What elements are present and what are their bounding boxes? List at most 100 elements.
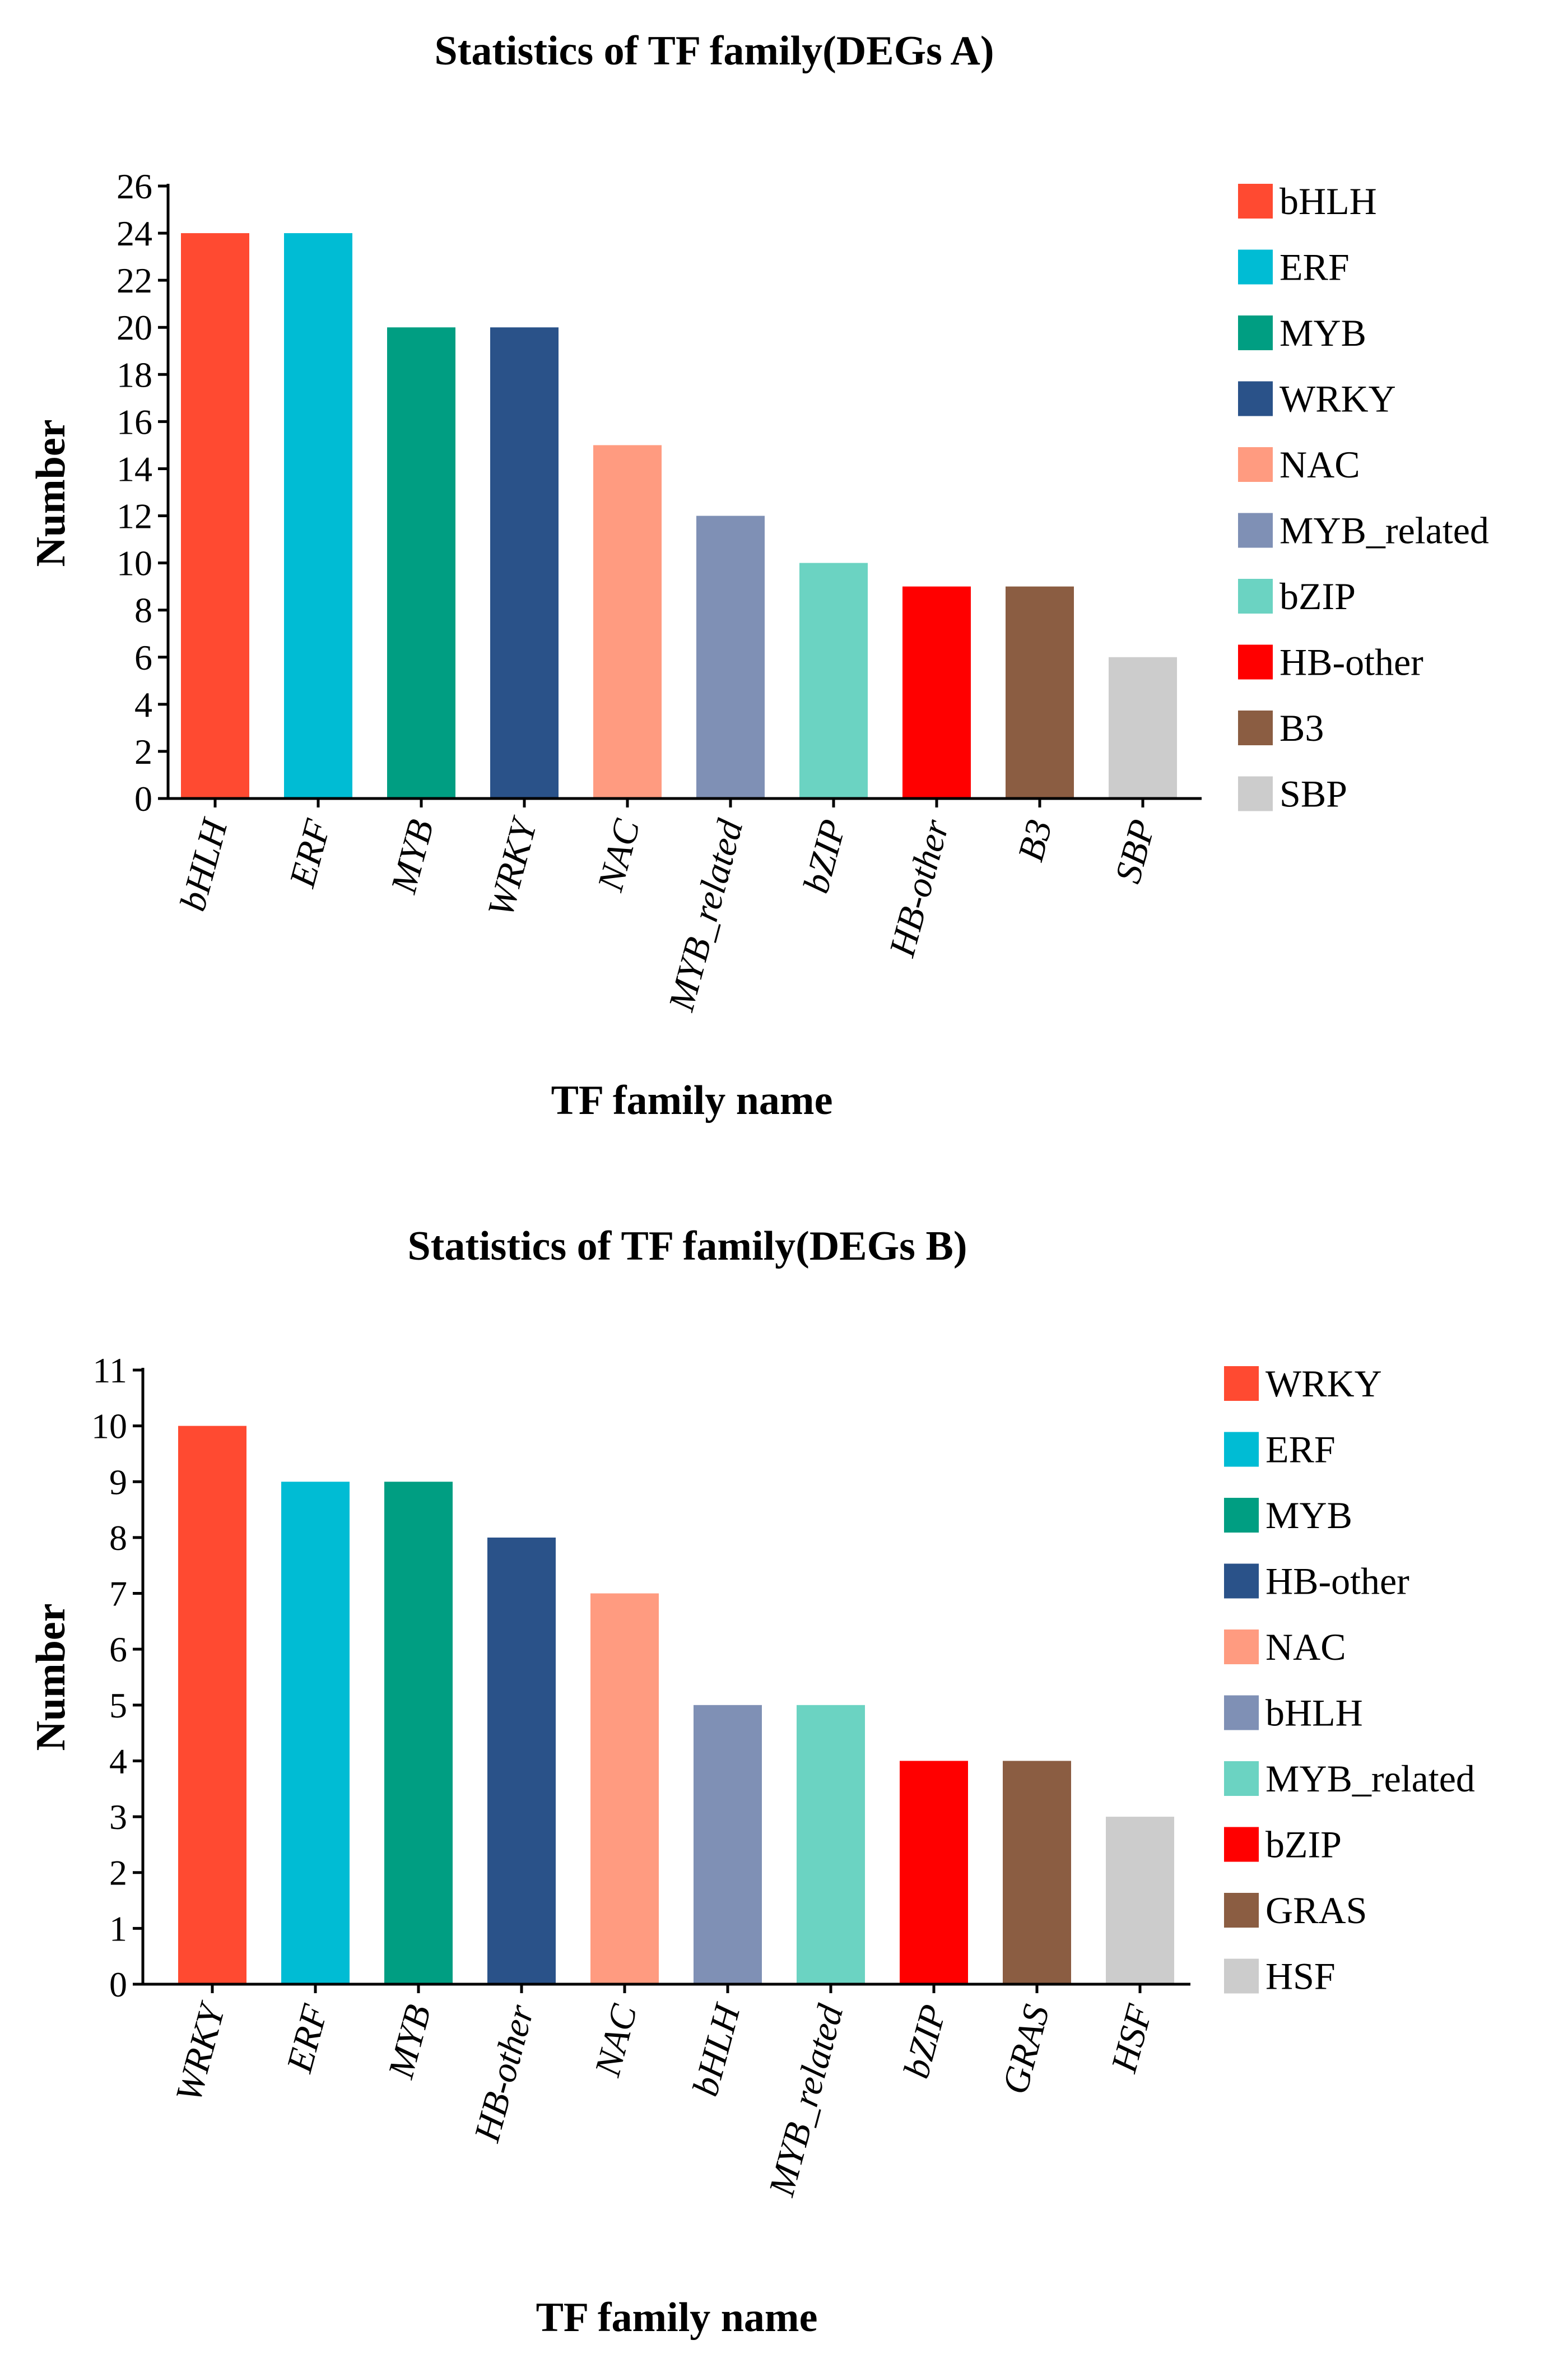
chart-b-legend-swatch — [1224, 1695, 1259, 1730]
chart-a-ytick-label: 4 — [134, 685, 152, 725]
chart-a-legend-label: ERF — [1279, 246, 1350, 289]
chart-b-xtick-label: WRKY — [167, 1997, 234, 2106]
chart-b-ytick-label: 1 — [109, 1909, 127, 1948]
chart-a-legend-label: WRKY — [1279, 378, 1396, 420]
chart-b-ytick-label: 0 — [109, 1965, 127, 2004]
chart-b-legend-swatch — [1224, 1432, 1259, 1467]
chart-a-legend-label: SBP — [1279, 773, 1347, 815]
chart-a-ytick-label: 2 — [134, 732, 152, 772]
chart-a-legend-swatch — [1238, 513, 1273, 548]
chart-a-ytick-label: 16 — [117, 402, 152, 442]
chart-b-ytick-label: 10 — [91, 1406, 127, 1446]
chart-b-legend-swatch — [1224, 1630, 1259, 1664]
chart-b-bar-bzip — [900, 1761, 968, 1984]
chart-a-ytick-label: 8 — [134, 591, 152, 630]
chart-b-xtick-label: NAC — [587, 2000, 645, 2081]
chart-a-legend-label: MYB — [1279, 312, 1366, 354]
chart-b-legend-swatch — [1224, 1827, 1259, 1862]
chart-a-ytick-label: 26 — [117, 166, 152, 206]
chart-b-legend-label: GRAS — [1265, 1889, 1367, 1932]
chart-a-xtick-label: WRKY — [480, 812, 546, 921]
chart-b-ytick-label: 3 — [109, 1797, 127, 1837]
chart-b-bar-myb-related — [797, 1705, 865, 1984]
chart-b-bar-bhlh — [694, 1705, 762, 1984]
chart-b-legend-label: bHLH — [1265, 1692, 1363, 1734]
chart-a-ytick-label: 0 — [134, 779, 152, 819]
chart-a-bar-bhlh — [181, 233, 249, 799]
chart-a-legend-swatch — [1238, 776, 1273, 811]
chart-a-ytick-label: 10 — [117, 544, 152, 583]
chart-a-legend-label: MYB_related — [1279, 509, 1489, 552]
chart-a-bar-wrky — [490, 327, 559, 799]
chart-a-legend-swatch — [1238, 315, 1273, 350]
chart-b-ytick-label: 4 — [109, 1741, 127, 1781]
chart-a-xtick-label: bZIP — [795, 815, 854, 897]
chart-b-legend-label: HSF — [1265, 1955, 1336, 1998]
chart-b-xtick-label: GRAS — [994, 2000, 1057, 2099]
chart-b-legend-swatch — [1224, 1563, 1259, 1599]
chart-b-bar-myb — [384, 1482, 453, 1984]
chart-b-xtick-label: MYB_related — [761, 2000, 851, 2200]
chart-b-plot: 0 1 2 3 4 5 6 7 8 9 10 11 WRKY ERF MYB HB-other NAC bHLH M… — [91, 1350, 1190, 2200]
chart-b-legend-label: MYB_related — [1265, 1757, 1475, 1800]
chart-a-legend-swatch — [1238, 184, 1273, 219]
chart-a-xtick-label: B3 — [1010, 815, 1060, 866]
chart-a: Statistics of TF family(DEGs A) Number T… — [28, 28, 1489, 1124]
chart-b-xtick-label: MYB — [380, 2000, 439, 2083]
chart-a-ytick-label: 12 — [117, 496, 152, 536]
chart-b-ytick-label: 11 — [92, 1350, 127, 1390]
chart-a-xtick-label: ERF — [281, 815, 338, 892]
chart-a-ytick-label: 24 — [117, 213, 152, 253]
chart-a-ytick-label: 6 — [134, 638, 152, 677]
chart-a-ytick-label: 20 — [117, 308, 152, 347]
chart-a-ylabel: Number — [28, 419, 74, 567]
chart-a-legend-swatch — [1238, 579, 1273, 614]
chart-a-bar-myb-related — [696, 516, 765, 799]
chart-b-legend-label: MYB — [1265, 1494, 1352, 1536]
chart-a-xtick-label: HB-other — [881, 815, 957, 962]
chart-b-legend-label: NAC — [1265, 1626, 1346, 1668]
chart-b-xtick-label: bZIP — [896, 2000, 955, 2082]
chart-a-ytick-label: 18 — [117, 355, 152, 394]
chart-b-legend-label: ERF — [1265, 1428, 1336, 1471]
chart-b-legend-swatch — [1224, 1366, 1259, 1401]
chart-b-legend-swatch — [1224, 1893, 1259, 1928]
chart-a-legend-swatch — [1238, 644, 1273, 680]
chart-a-xlabel: TF family name — [551, 1078, 833, 1124]
chart-a-xtick-label: SBP — [1108, 815, 1164, 888]
chart-b-legend-swatch — [1224, 1498, 1259, 1533]
chart-b-ytick-label: 6 — [109, 1630, 127, 1669]
chart-b-legend-label: HB-other — [1265, 1560, 1409, 1603]
chart-a-xtick-label: NAC — [589, 815, 648, 896]
chart-a-xtick-label: MYB_related — [660, 815, 751, 1015]
chart-a-legend-label: bZIP — [1279, 575, 1356, 618]
chart-a-legend-label: HB-other — [1279, 641, 1423, 684]
chart-b-bar-hb-other — [487, 1537, 556, 1984]
chart-b-ytick-label: 7 — [109, 1574, 127, 1614]
chart-b-ytick-label: 9 — [109, 1462, 127, 1502]
chart-b-xtick-label: HSF — [1103, 2000, 1160, 2077]
chart-b-ytick-label: 8 — [109, 1518, 127, 1558]
chart-a-legend: bHLH ERF MYB WRKY NAC MYB_related bZIP HB-other… — [1238, 180, 1489, 815]
chart-a-bar-hb-other — [902, 586, 971, 799]
chart-b-bar-wrky — [178, 1426, 246, 1984]
chart-b-xtick-label: bHLH — [685, 1999, 748, 2101]
chart-b-bar-erf — [281, 1482, 350, 1984]
chart-a-legend-swatch — [1238, 711, 1273, 745]
chart-b-bar-hsf — [1106, 1817, 1174, 1984]
chart-a-xtick-label: bHLH — [172, 814, 236, 916]
chart-b-xtick-label: HB-other — [466, 2000, 542, 2147]
chart-a-bar-sbp — [1109, 657, 1177, 799]
chart-a-legend-label: B3 — [1279, 707, 1324, 749]
chart-a-xtick-label: MYB — [383, 815, 442, 898]
chart-a-ytick-label: 22 — [117, 261, 152, 300]
chart-b-bar-gras — [1003, 1761, 1071, 1984]
chart-a-bar-b3 — [1006, 586, 1074, 799]
chart-b-legend-label: WRKY — [1265, 1362, 1382, 1405]
chart-a-legend-label: NAC — [1279, 443, 1360, 486]
chart-b-legend-label: bZIP — [1265, 1823, 1342, 1866]
chart-b-xtick-label: ERF — [278, 2000, 336, 2077]
chart-a-legend-swatch — [1238, 249, 1273, 285]
chart-a-bar-myb — [387, 327, 455, 799]
